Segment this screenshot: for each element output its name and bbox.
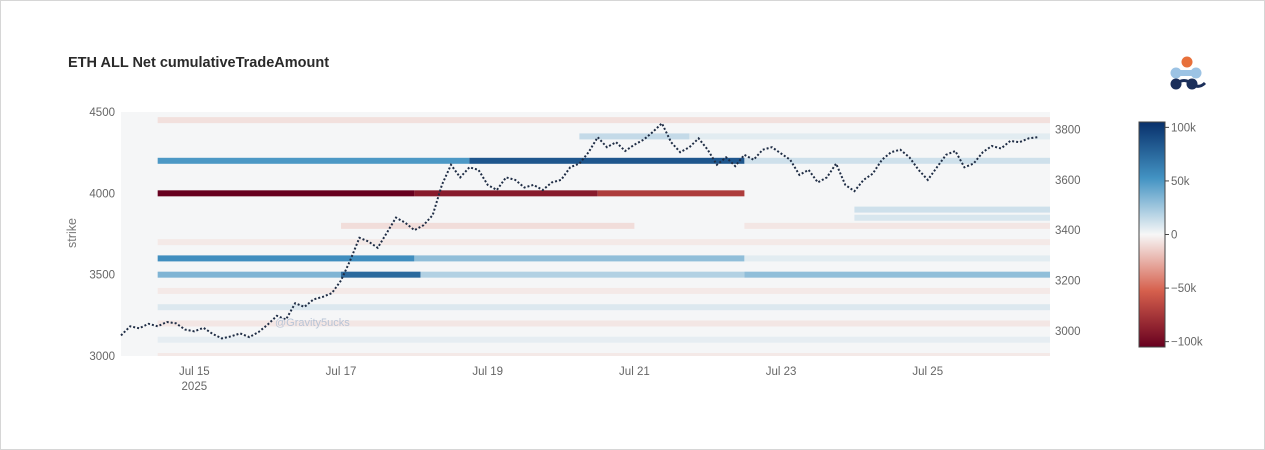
x-tick-label: Jul 15 — [179, 366, 210, 378]
heatmap-cell — [744, 255, 1050, 262]
heatmap-cell — [157, 320, 1050, 327]
heatmap-cell — [579, 133, 690, 140]
heatmap-cell — [157, 117, 1050, 124]
x-tick-label: Jul 25 — [912, 366, 943, 378]
heatmap-cell — [157, 239, 1050, 246]
y-axis-title: strike — [65, 218, 79, 248]
colorbar-ticks: 100k 50k 0 −50k −100k — [1165, 122, 1203, 349]
colorbar-tick-label: −100k — [1171, 337, 1203, 349]
heatmap-cell — [597, 190, 745, 197]
heatmap-cell — [744, 222, 1050, 229]
y-tick-label: 4500 — [89, 107, 115, 119]
y2-tick-label: 3400 — [1055, 225, 1081, 237]
colorbar-tick-label: −50k — [1171, 283, 1197, 295]
plot-area — [121, 112, 1050, 356]
y2-tick-label: 3600 — [1055, 175, 1081, 187]
x-tick-label: Jul 21 — [619, 366, 650, 378]
heatmap-cell — [157, 287, 1050, 294]
heatmap-cell — [420, 271, 745, 278]
colorbar — [1138, 121, 1166, 348]
colorbar-tick-label: 0 — [1171, 230, 1177, 242]
y2-tick-label: 3800 — [1055, 125, 1081, 137]
chart-title: ETH ALL Net cumulativeTradeAmount — [68, 55, 330, 71]
x-tick-label: Jul 19 — [472, 366, 503, 378]
x-tick-label: Jul 23 — [766, 366, 797, 378]
heatmap-cell — [854, 206, 1050, 213]
x-axis-ticks: Jul 15 2025 Jul 17 Jul 19 Jul 21 Jul 23 Jul 25 — [179, 366, 943, 393]
heatmap-cell — [744, 157, 1050, 164]
y2-tick-label: 3000 — [1055, 326, 1081, 338]
heatmap-cell — [341, 271, 421, 278]
heatmap-cell — [341, 222, 635, 229]
price-line — [120, 121, 1038, 340]
heatmap-cell — [157, 157, 470, 164]
heatmap-cell — [414, 255, 745, 262]
heatmap-cell — [854, 214, 1050, 221]
heatmap-cell — [469, 157, 745, 164]
heatmap-cell — [157, 304, 1050, 311]
watermark: @Gravity5ucks — [275, 317, 350, 329]
heatmap-cell — [157, 353, 1050, 356]
heatmap-cell — [744, 271, 1050, 278]
colorbar-tick-label: 50k — [1171, 176, 1190, 188]
brand-logo-icon — [1170, 56, 1207, 90]
y2-axis-ticks: 3000 3200 3400 3600 3800 — [1055, 125, 1081, 338]
heatmap-cell — [689, 133, 1050, 140]
heatmap-cell — [157, 336, 1050, 343]
heatmap-cell — [414, 190, 598, 197]
heatmap-cells — [157, 117, 1050, 356]
y-tick-label: 3500 — [89, 270, 115, 282]
y-axis-ticks: 3000 3500 4000 4500 — [89, 107, 115, 363]
y-tick-label: 4000 — [89, 188, 115, 200]
x-tick-label: Jul 17 — [326, 366, 357, 378]
colorbar-tick-label: 100k — [1171, 122, 1196, 134]
heatmap-cell — [157, 255, 415, 262]
heatmap-cell — [157, 190, 415, 197]
y2-tick-label: 3200 — [1055, 276, 1081, 288]
x-tick-sublabel: 2025 — [182, 381, 208, 393]
heatmap-cell — [157, 271, 342, 278]
y-tick-label: 3000 — [89, 351, 115, 363]
